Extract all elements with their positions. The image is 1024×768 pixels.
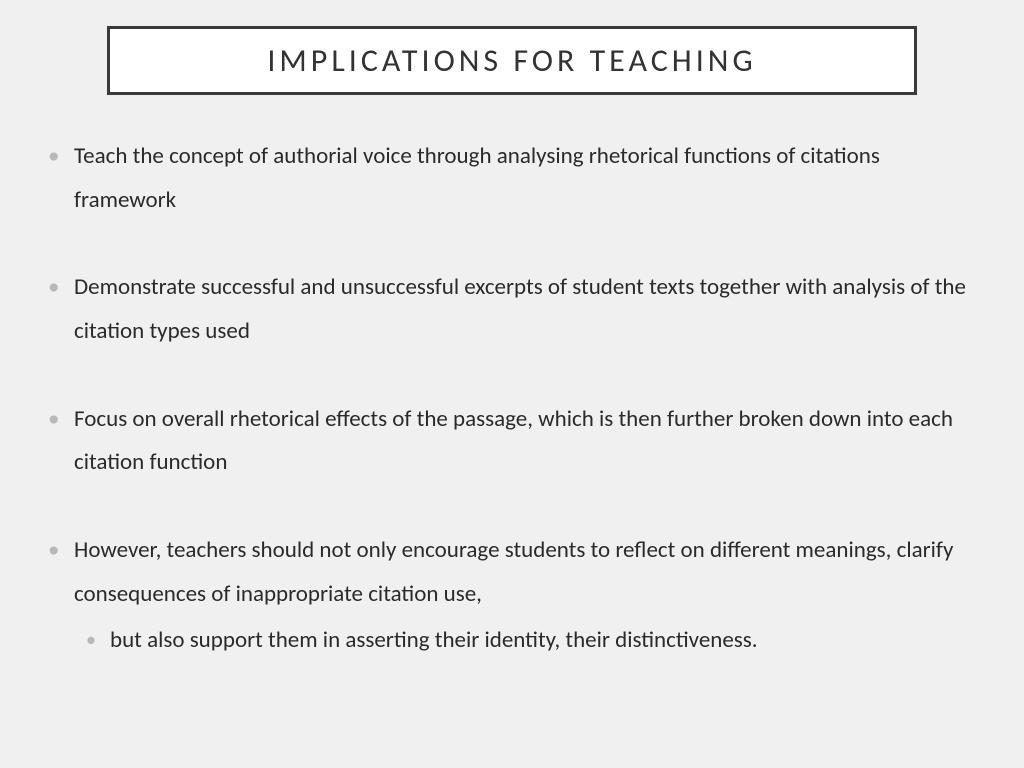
sub-bullet-text: but also support them in asserting their… [110, 626, 758, 654]
slide-title: IMPLICATIONS FOR TEACHING [130, 41, 894, 80]
bullet-text: However, teachers should not only encour… [74, 536, 953, 608]
list-item: Demonstrate successful and unsuccessful … [48, 266, 984, 353]
sub-bullet-list: but also support them in asserting their… [74, 619, 984, 663]
title-container: IMPLICATIONS FOR TEACHING [107, 26, 917, 95]
bullet-text: Focus on overall rhetorical effects of t… [74, 405, 953, 477]
list-item: Focus on overall rhetorical effects of t… [48, 398, 984, 485]
sub-list-item: but also support them in asserting their… [86, 619, 984, 663]
list-item: Teach the concept of authorial voice thr… [48, 135, 984, 222]
list-item: However, teachers should not only encour… [48, 529, 984, 662]
bullet-text: Demonstrate successful and unsuccessful … [74, 273, 966, 345]
bullet-text: Teach the concept of authorial voice thr… [74, 142, 880, 214]
bullet-list: Teach the concept of authorial voice thr… [40, 135, 984, 662]
